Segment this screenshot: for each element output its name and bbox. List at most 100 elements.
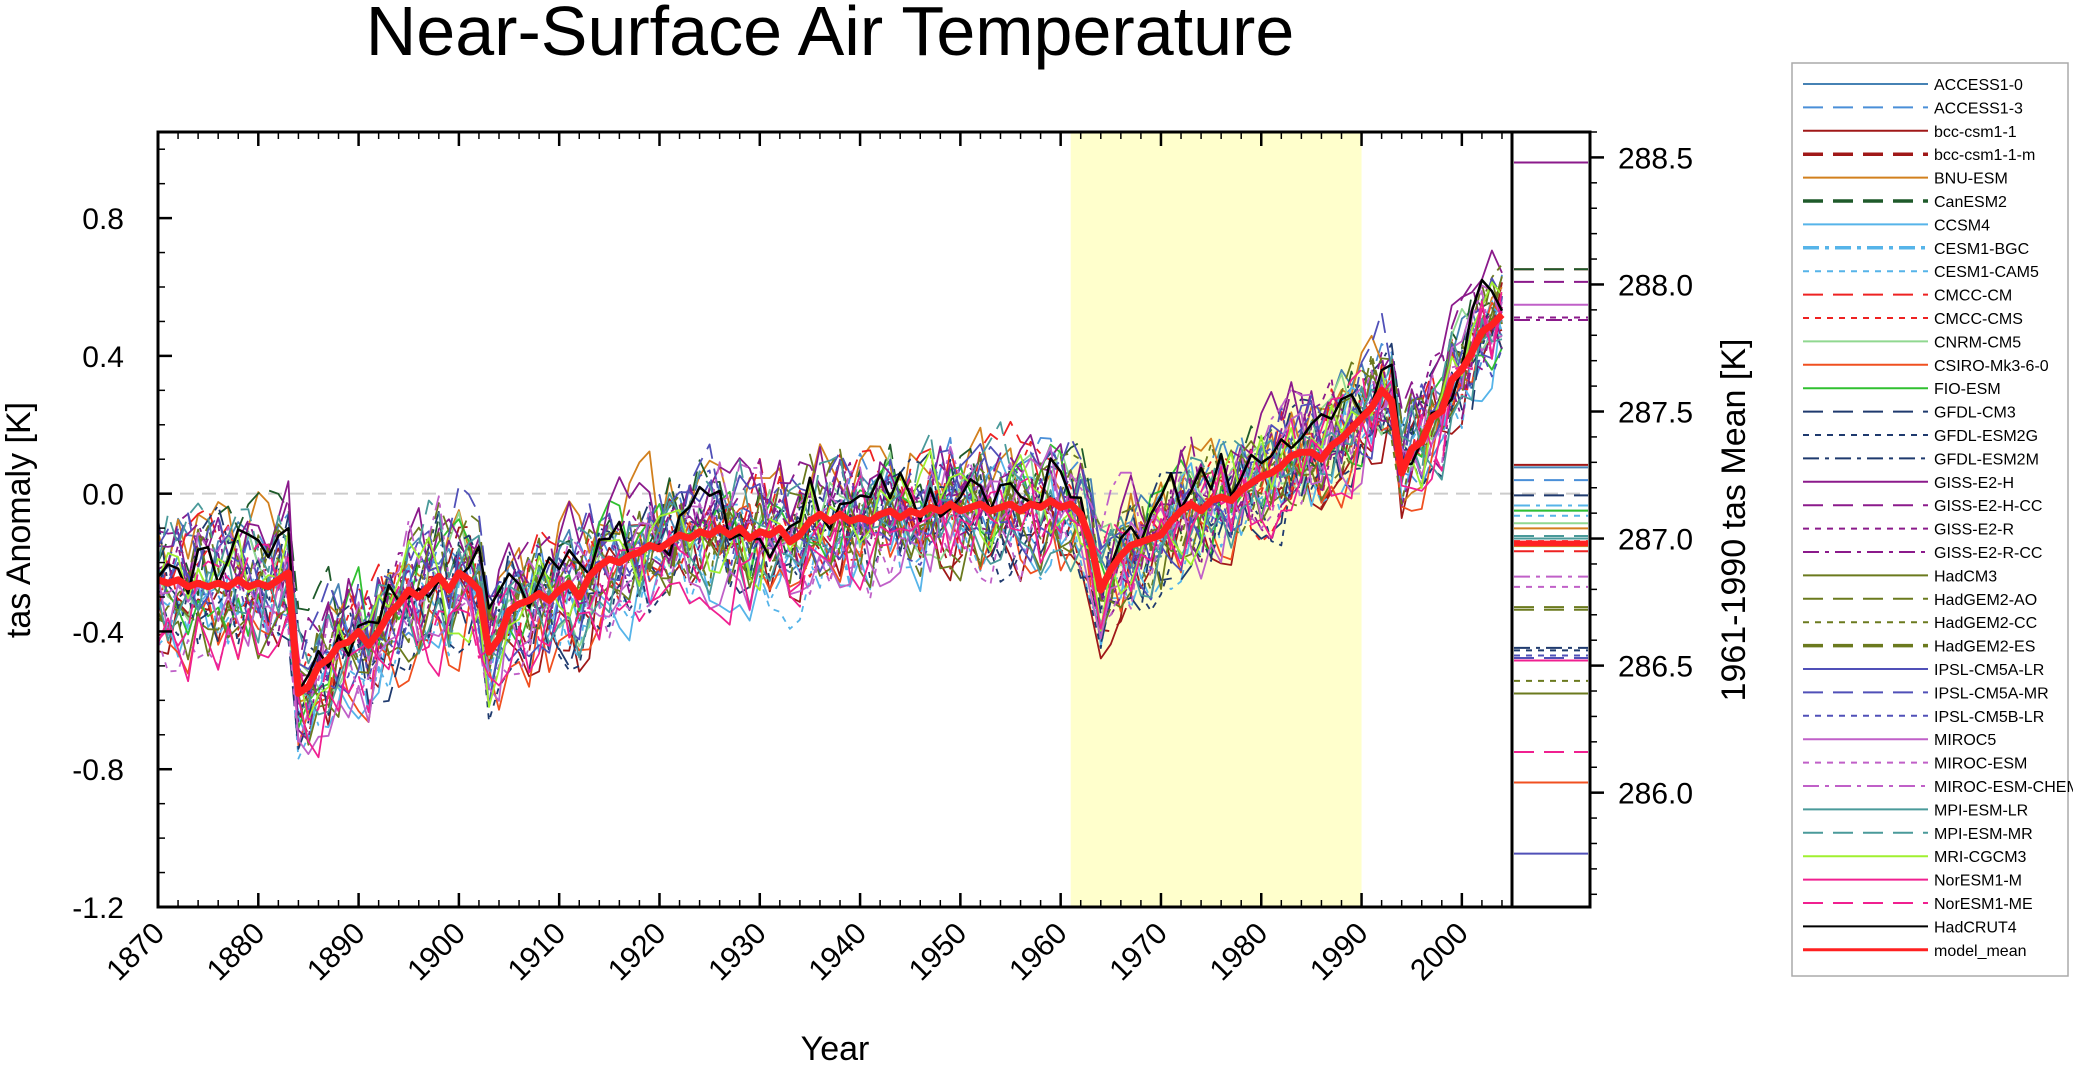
y-tick-label-right: 286.5 (1618, 651, 1693, 684)
legend-item: HadGEM2-ES (1803, 639, 2035, 656)
legend-label: HadGEM2-CC (1934, 615, 2037, 632)
legend-label: GFDL-ESM2G (1934, 428, 2038, 445)
legend-item: GISS-E2-H (1803, 475, 2014, 492)
right-panel-frame (1510, 130, 1592, 909)
legend-item: MIROC5 (1803, 732, 1996, 749)
legend-label: GISS-E2-H-CC (1934, 498, 2042, 515)
series-line-mpi-esm-mr (158, 319, 1503, 665)
series-line-hadcrut4 (158, 278, 1504, 693)
right-panel (1510, 130, 1592, 909)
series-line-ipsl-cm5b-lr (158, 348, 1503, 710)
legend-label: IPSL-CM5A-MR (1934, 685, 2049, 702)
legend-item: CMCC-CMS (1803, 311, 2023, 328)
legend-label: GFDL-ESM2M (1934, 451, 2039, 468)
legend-item: FIO-ESM (1803, 381, 2001, 398)
legend-item: GISS-E2-R (1803, 522, 2014, 539)
legend-item: MIROC-ESM-CHEM (1803, 779, 2073, 796)
y-tick-label-right: 287.0 (1618, 524, 1693, 557)
legend-label: BNU-ESM (1934, 171, 2008, 188)
legend-label: HadGEM2-AO (1934, 592, 2037, 609)
legend-item: HadCRUT4 (1803, 919, 2017, 936)
legend-frame (1791, 62, 2069, 977)
legend-label: HadCM3 (1934, 568, 1997, 585)
legend-item: CanESM2 (1803, 194, 2007, 211)
legend-item: ACCESS1-3 (1803, 100, 2023, 117)
x-tick-label: 1990 (1304, 917, 1375, 988)
x-tick-label: 1910 (502, 917, 573, 988)
legend-item: CESM1-BGC (1803, 241, 2029, 258)
legend-label: model_mean (1934, 943, 2027, 960)
legend-item: MPI-ESM-MR (1803, 826, 2033, 843)
x-tick-label: 1950 (903, 917, 974, 988)
legend-item: bcc-csm1-1 (1803, 124, 2017, 141)
legend-item: model_mean (1803, 943, 2027, 960)
series-line-cesm1-cam5 (158, 298, 1503, 760)
legend-label: bcc-csm1-1-m (1934, 147, 2035, 164)
legend-label: GISS-E2-R (1934, 522, 2014, 539)
legend-label: CESM1-BGC (1934, 241, 2029, 258)
x-tick-label: 1870 (100, 917, 171, 988)
x-tick-label: 1970 (1103, 917, 1174, 988)
y-tick-label: -0.8 (72, 754, 124, 787)
series-line-gfdl-cm3 (158, 295, 1503, 750)
x-tick-label: 1980 (1204, 917, 1275, 988)
legend-item: IPSL-CM5A-MR (1803, 685, 2049, 702)
legend-item: MPI-ESM-LR (1803, 802, 2028, 819)
model-mean-line (158, 312, 1505, 697)
y-tick-label: 0.4 (82, 341, 124, 374)
y-tick-label-right: 286.0 (1618, 778, 1693, 811)
legend-item: GISS-E2-H-CC (1803, 498, 2042, 515)
legend-label: MRI-CGCM3 (1934, 849, 2027, 866)
y-tick-label-right: 288.5 (1618, 142, 1693, 175)
legend-item: NorESM1-M (1803, 873, 2022, 890)
series-line-hadgem2-cc (158, 263, 1503, 706)
legend-label: CanESM2 (1934, 194, 2007, 211)
y-tick-label-right: 288.0 (1618, 269, 1693, 302)
legend-item: CMCC-CM (1803, 288, 2012, 305)
legend-label: MIROC-ESM-CHEM (1934, 779, 2073, 796)
legend-item: GISS-E2-R-CC (1803, 545, 2042, 562)
x-tick-label: 1930 (702, 917, 773, 988)
legend-label: MIROC5 (1934, 732, 1996, 749)
legend-item: IPSL-CM5A-LR (1803, 662, 2044, 679)
legend-label: MPI-ESM-MR (1934, 826, 2033, 843)
model-mean-group (158, 278, 1505, 697)
legend-item: GFDL-ESM2G (1803, 428, 2038, 445)
legend-label: IPSL-CM5B-LR (1934, 709, 2044, 726)
series-line-ipsl-cm5a-mr (158, 277, 1503, 678)
y-tick-label-right: 287.5 (1618, 397, 1693, 430)
y-axis-left: 0.8 0.4 0.0 -0.4 -0.8 -1.2 (72, 148, 172, 925)
legend-item: BNU-ESM (1803, 171, 2008, 188)
x-tick-label: 1920 (602, 917, 673, 988)
legend-item: GFDL-ESM2M (1803, 451, 2039, 468)
legend-label: MPI-ESM-LR (1934, 802, 2028, 819)
legend-label: HadCRUT4 (1934, 919, 2017, 936)
legend-label: MIROC-ESM (1934, 756, 2027, 773)
y-tick-label: 0.8 (82, 203, 124, 236)
y-tick-label: -0.4 (72, 616, 124, 649)
legend-item: CNRM-CM5 (1803, 334, 2021, 351)
legend-label: CCSM4 (1934, 217, 1990, 234)
series-line-ipsl-cm5a-lr (158, 297, 1503, 706)
x-tick-label: 1960 (1003, 917, 1074, 988)
legend-label: GISS-E2-H (1934, 475, 2014, 492)
legend-label: CSIRO-Mk3-6-0 (1934, 358, 2049, 375)
y-axis-label-left: tas Anomaly [K] (0, 402, 38, 638)
legend-item: IPSL-CM5B-LR (1803, 709, 2044, 726)
x-tick-label: 1880 (201, 917, 272, 988)
legend-label: CMCC-CM (1934, 288, 2012, 305)
legend-label: CNRM-CM5 (1934, 334, 2021, 351)
legend-item: MIROC-ESM (1803, 756, 2027, 773)
y-tick-label: 0.0 (82, 479, 124, 512)
y-axis-label-right: 1961-1990 tas Mean [K] (1715, 339, 1753, 702)
legend-item: HadCM3 (1803, 568, 1997, 585)
x-tick-label: 2000 (1404, 917, 1475, 988)
series-line-noresm1-m (158, 300, 1503, 759)
legend-item: ACCESS1-0 (1803, 77, 2023, 94)
legend-label: GFDL-CM3 (1934, 405, 2016, 422)
legend-label: CMCC-CMS (1934, 311, 2023, 328)
legend-label: HadGEM2-ES (1934, 639, 2035, 656)
legend-label: NorESM1-ME (1934, 896, 2033, 913)
legend-item: MRI-CGCM3 (1803, 849, 2027, 866)
x-tick-label: 1940 (802, 917, 873, 988)
